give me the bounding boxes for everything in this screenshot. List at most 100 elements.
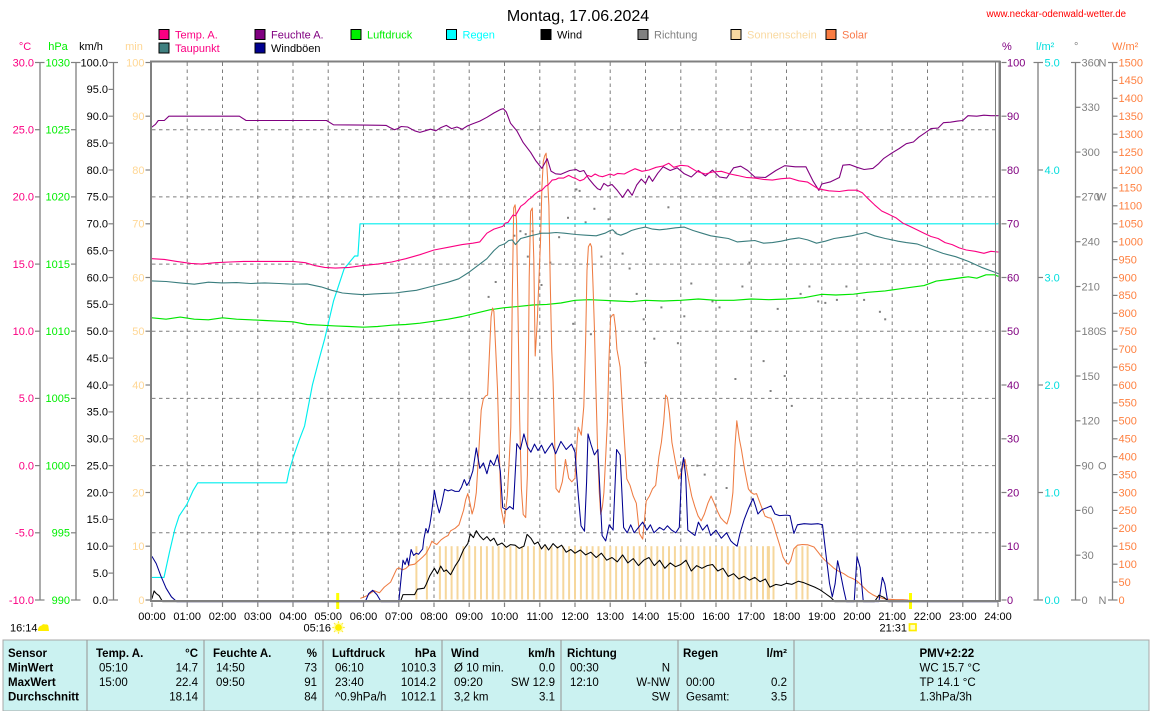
svg-text:15:00: 15:00: [667, 611, 695, 623]
svg-text:700: 700: [1119, 344, 1137, 356]
svg-text:90: 90: [132, 111, 144, 123]
svg-text:1015: 1015: [46, 259, 70, 271]
svg-text:90: 90: [1082, 460, 1094, 472]
svg-text:1020: 1020: [46, 192, 70, 204]
svg-text:100: 100: [1007, 57, 1025, 69]
svg-text:55.0: 55.0: [87, 299, 108, 311]
svg-text:Feuchte A.: Feuchte A.: [271, 30, 324, 42]
svg-text:22:00: 22:00: [914, 611, 942, 623]
svg-text:0.0: 0.0: [539, 663, 555, 675]
svg-text:hPa: hPa: [48, 41, 68, 53]
svg-text:2.0: 2.0: [1045, 380, 1060, 392]
svg-text:3.5: 3.5: [771, 692, 787, 704]
svg-text:0.0: 0.0: [19, 460, 34, 472]
svg-text:1100: 1100: [1119, 201, 1143, 213]
svg-text:00:00: 00:00: [138, 611, 166, 623]
svg-text:270: 270: [1082, 192, 1100, 204]
svg-text:990: 990: [52, 595, 70, 607]
svg-text:17:00: 17:00: [737, 611, 765, 623]
svg-text:70.0: 70.0: [87, 219, 108, 231]
svg-text:Durchschnitt: Durchschnitt: [8, 692, 79, 704]
svg-text:05:00: 05:00: [314, 611, 342, 623]
svg-text:3.1: 3.1: [539, 692, 555, 704]
svg-text:24:00: 24:00: [984, 611, 1012, 623]
svg-text:Richtung: Richtung: [567, 648, 617, 660]
svg-text:995: 995: [52, 528, 70, 540]
svg-text:23:40: 23:40: [335, 677, 364, 689]
svg-text:1350: 1350: [1119, 111, 1143, 123]
svg-text:Wind: Wind: [451, 648, 479, 660]
svg-text:180: 180: [1082, 326, 1100, 338]
svg-text:4.0: 4.0: [1045, 165, 1060, 177]
svg-text:10.0: 10.0: [13, 326, 34, 338]
svg-text:km/h: km/h: [528, 648, 555, 660]
svg-text:15:00: 15:00: [99, 677, 128, 689]
svg-text:50: 50: [132, 326, 144, 338]
svg-text:06:00: 06:00: [350, 611, 378, 623]
svg-text:Richtung: Richtung: [654, 30, 697, 42]
svg-text:Sensor: Sensor: [8, 648, 48, 660]
svg-text:22.4: 22.4: [176, 677, 199, 689]
svg-text:80: 80: [1007, 165, 1019, 177]
svg-text:1012.1: 1012.1: [401, 692, 436, 704]
svg-text:5.0: 5.0: [93, 568, 108, 580]
svg-text:10.0: 10.0: [87, 541, 108, 553]
svg-text:30: 30: [1082, 550, 1094, 562]
svg-text:Regen: Regen: [463, 30, 495, 42]
svg-text:750: 750: [1119, 326, 1137, 338]
svg-text:05:16: 05:16: [303, 623, 331, 635]
svg-text:14:00: 14:00: [632, 611, 660, 623]
svg-text:O: O: [1098, 460, 1107, 472]
svg-text:20:00: 20:00: [843, 611, 871, 623]
svg-text:09:20: 09:20: [454, 677, 483, 689]
svg-text:Solar: Solar: [842, 30, 868, 42]
svg-text:18.14: 18.14: [169, 692, 198, 704]
svg-text:0.2: 0.2: [771, 677, 787, 689]
svg-text:3.0: 3.0: [1045, 272, 1060, 284]
svg-text:30: 30: [132, 434, 144, 446]
svg-text:1250: 1250: [1119, 147, 1143, 159]
svg-text:150: 150: [1082, 371, 1100, 383]
svg-text:1030: 1030: [46, 57, 70, 69]
svg-text:06:10: 06:10: [335, 663, 364, 675]
svg-text:°C: °C: [19, 41, 31, 53]
svg-text:50: 50: [1119, 577, 1131, 589]
svg-text:1050: 1050: [1119, 219, 1143, 231]
svg-text:1010.3: 1010.3: [401, 663, 436, 675]
svg-text:1000: 1000: [1119, 237, 1143, 249]
svg-text:90.0: 90.0: [87, 111, 108, 123]
svg-text:1.3hPa/3h: 1.3hPa/3h: [920, 692, 972, 704]
svg-text:MaxWert: MaxWert: [8, 677, 56, 689]
svg-text:21:00: 21:00: [878, 611, 906, 623]
svg-text:TP 14.1 °C: TP 14.1 °C: [920, 677, 976, 689]
svg-text:01:00: 01:00: [173, 611, 201, 623]
svg-text:Temp. A.: Temp. A.: [96, 648, 143, 660]
svg-text:W/m²: W/m²: [1112, 41, 1139, 53]
svg-text:360: 360: [1082, 57, 1100, 69]
svg-text:12:10: 12:10: [570, 677, 599, 689]
svg-text:70: 70: [132, 219, 144, 231]
svg-text:min: min: [125, 41, 143, 53]
svg-text:11:00: 11:00: [526, 611, 553, 623]
svg-text:l/m²: l/m²: [1036, 41, 1055, 53]
svg-text:-5.0: -5.0: [15, 528, 34, 540]
svg-text:400: 400: [1119, 452, 1137, 464]
svg-text:70: 70: [1007, 219, 1019, 231]
svg-text:Regen: Regen: [683, 648, 718, 660]
svg-text:1150: 1150: [1119, 183, 1143, 195]
svg-text:0: 0: [138, 595, 144, 607]
svg-text:40.0: 40.0: [87, 380, 108, 392]
svg-text:85.0: 85.0: [87, 138, 108, 150]
svg-text:600: 600: [1119, 380, 1137, 392]
svg-text:^0.9hPa/h: ^0.9hPa/h: [335, 692, 386, 704]
svg-text:Ø 10 min.: Ø 10 min.: [454, 663, 504, 675]
svg-text:Sonnenschein: Sonnenschein: [747, 30, 817, 42]
svg-text:MinWert: MinWert: [8, 663, 53, 675]
svg-text:100.0: 100.0: [80, 57, 108, 69]
svg-text:N: N: [1099, 595, 1107, 607]
svg-text:30.0: 30.0: [13, 57, 34, 69]
svg-text:14:50: 14:50: [216, 663, 245, 675]
svg-text:05:10: 05:10: [99, 663, 128, 675]
svg-text:0.0: 0.0: [93, 595, 108, 607]
svg-text:1200: 1200: [1119, 165, 1143, 177]
